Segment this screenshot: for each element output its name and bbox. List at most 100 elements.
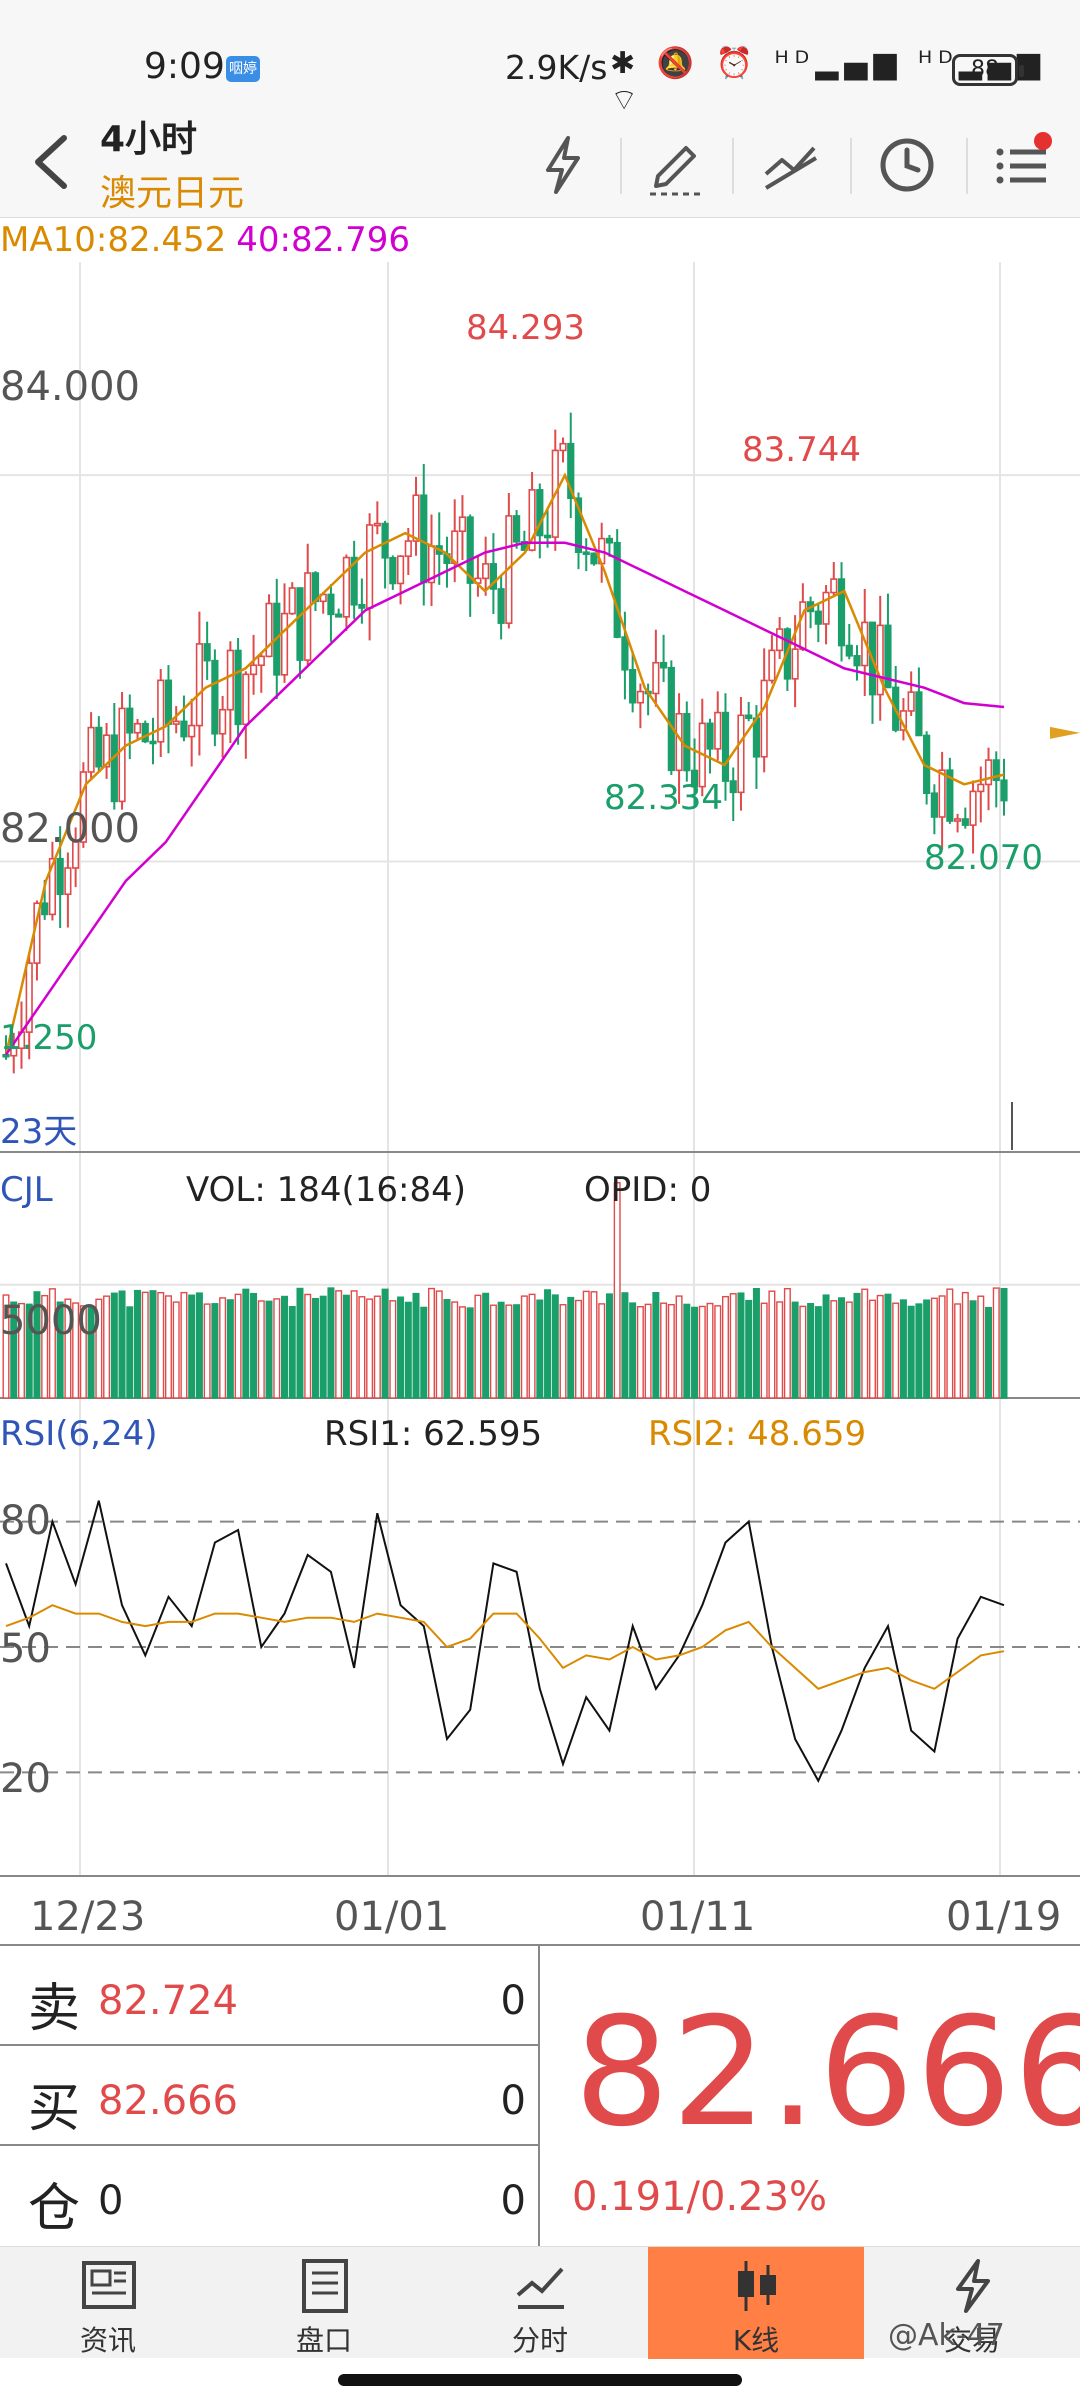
candle-body xyxy=(296,587,304,661)
nav-trade[interactable]: 交易 xyxy=(864,2247,1080,2359)
candle-body xyxy=(845,644,853,657)
volume-bar xyxy=(892,1302,900,1399)
volume-bar xyxy=(783,1287,791,1399)
volume-bar xyxy=(737,1292,745,1399)
sell-row[interactable]: 卖 82.724 0 xyxy=(0,1946,540,2046)
candlestick-icon xyxy=(738,2261,776,2311)
volume-bar xyxy=(946,1288,954,1399)
volume-bar xyxy=(961,1291,969,1399)
candle-body xyxy=(280,612,289,676)
volume-bar xyxy=(250,1292,258,1399)
position-row[interactable]: 仓 0 0 xyxy=(0,2146,540,2246)
volume-bar xyxy=(629,1302,637,1399)
kline-chart[interactable] xyxy=(0,262,1080,1942)
candle-body xyxy=(884,624,892,689)
clock-icon[interactable] xyxy=(872,130,942,200)
flash-icon[interactable] xyxy=(528,130,598,200)
ma40-line xyxy=(4,541,1005,1056)
notification-dot xyxy=(1034,132,1052,150)
buy-qty: 0 xyxy=(500,2078,526,2124)
candle-body xyxy=(667,666,675,772)
nav-orderbook[interactable]: 盘口 xyxy=(216,2247,432,2359)
candle-body xyxy=(396,555,405,585)
volume-bar xyxy=(853,1292,861,1399)
position-label: 仓 xyxy=(28,2179,81,2239)
volume-bar xyxy=(87,1306,95,1399)
nav-news[interactable]: 资讯 xyxy=(0,2247,216,2359)
candle-body xyxy=(48,857,57,916)
candle-body xyxy=(613,541,621,638)
candle-body xyxy=(629,668,637,704)
volume-bar xyxy=(551,1294,559,1399)
trend-icon[interactable] xyxy=(756,130,826,200)
candle-body xyxy=(304,572,312,661)
volume-bar xyxy=(644,1303,652,1399)
candle-body xyxy=(567,442,575,500)
volume-bar xyxy=(335,1290,343,1399)
candle-body xyxy=(466,516,474,584)
candle-body xyxy=(559,442,567,452)
nav-timeshare-label: 分时 xyxy=(511,2324,568,2357)
orderbook-icon xyxy=(302,2259,348,2313)
back-icon[interactable] xyxy=(26,132,76,192)
candle-body xyxy=(373,522,381,527)
watermark: @Ak-47 xyxy=(888,2318,1005,2353)
bottom-nav: 资讯 盘口 分时 K线 交易 xyxy=(0,2246,1080,2359)
rsi-panel xyxy=(0,1500,1080,1784)
volume-bar xyxy=(188,1294,196,1399)
candle-body xyxy=(984,759,993,786)
buy-row[interactable]: 买 82.666 0 xyxy=(0,2046,540,2146)
price-tick-84: 84.000 xyxy=(0,364,140,410)
volume-bar xyxy=(706,1302,714,1399)
menu-icon[interactable] xyxy=(988,130,1058,200)
candle-body xyxy=(729,780,737,794)
timeshare-icon xyxy=(516,2267,564,2309)
ma-legend: MA10:82.452 40:82.796 xyxy=(0,218,410,262)
volume-bar xyxy=(876,1294,884,1399)
candle-body xyxy=(79,771,87,843)
volume-bar xyxy=(582,1290,590,1399)
candle-body xyxy=(157,679,165,743)
volume-bar xyxy=(342,1294,350,1399)
volume-bar xyxy=(830,1300,838,1399)
battery-icon: 88 xyxy=(952,54,1024,86)
x-tick-0119: 01/19 xyxy=(946,1894,1062,1940)
volume-bar xyxy=(590,1291,598,1399)
candle-body xyxy=(141,722,149,743)
volume-bar xyxy=(149,1290,157,1399)
volume-bar xyxy=(157,1291,165,1399)
candle-body xyxy=(72,841,80,869)
candle-body xyxy=(219,708,227,735)
rsi1-label: RSI1: 62.595 xyxy=(324,1414,543,1454)
rsi2-line xyxy=(5,1604,1005,1690)
vol-label: VOL: 184(16:84) xyxy=(186,1170,467,1210)
volume-bar xyxy=(428,1287,436,1399)
candle-body xyxy=(737,714,745,794)
volume-bar xyxy=(211,1303,219,1399)
candle-body xyxy=(226,649,234,711)
candle-body xyxy=(164,679,173,725)
volume-bar xyxy=(714,1305,722,1399)
home-indicator[interactable] xyxy=(338,2374,742,2386)
volume-bar xyxy=(2,1294,10,1399)
volume-bar xyxy=(381,1288,389,1399)
volume-bar xyxy=(791,1301,799,1399)
nav-kline[interactable]: K线 xyxy=(648,2247,864,2359)
volume-bar xyxy=(366,1298,374,1399)
nav-timeshare[interactable]: 分时 xyxy=(432,2247,648,2359)
volume-bar xyxy=(404,1301,412,1399)
candle-body xyxy=(930,792,938,818)
volume-bar xyxy=(977,1295,985,1399)
volume-bar xyxy=(242,1288,250,1399)
candle-body xyxy=(659,661,668,669)
status-time: 9:09 xyxy=(144,46,225,87)
candle-body xyxy=(420,494,428,584)
candle-body xyxy=(953,818,962,822)
volume-bar xyxy=(930,1297,938,1399)
candle-body xyxy=(25,962,33,1033)
candle-body xyxy=(234,649,242,726)
volume-bar xyxy=(505,1304,513,1399)
pen-icon[interactable] xyxy=(640,130,710,200)
volume-bar xyxy=(41,1294,49,1399)
volume-bar xyxy=(675,1295,683,1399)
